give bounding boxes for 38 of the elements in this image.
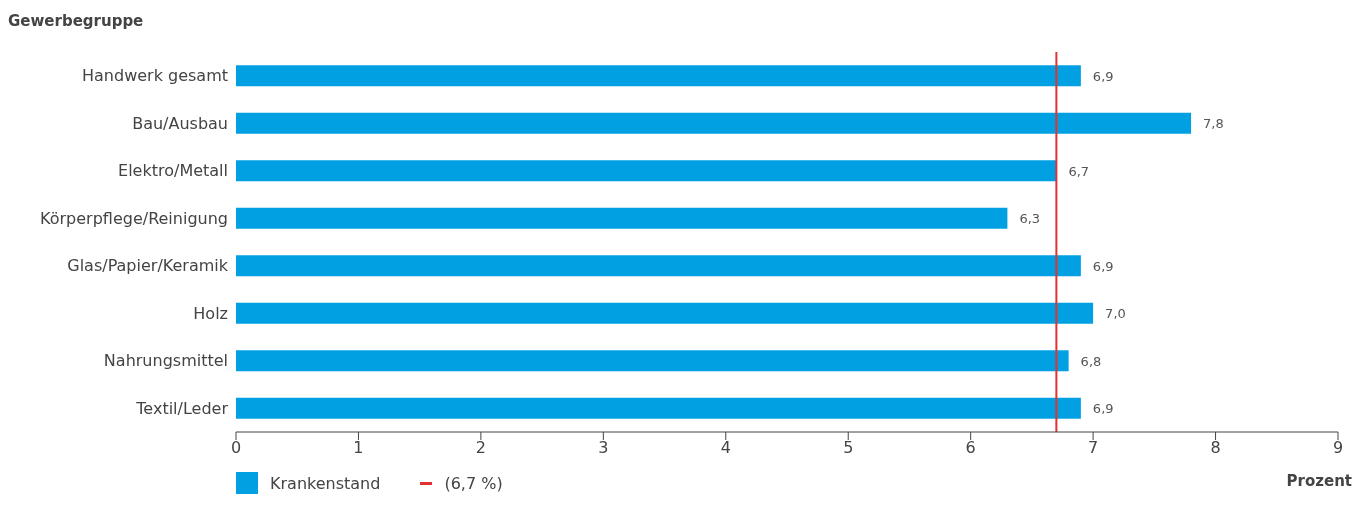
x-axis-title: Prozent [1286, 472, 1352, 490]
data-label: 6,9 [1092, 68, 1114, 84]
y-tick-label: Glas/Papier/Keramik [67, 256, 229, 276]
legend-label: (6,7 %) [443, 472, 503, 494]
data-label: 7,0 [1105, 306, 1126, 322]
y-tick-label: Körperpflege/Reinigung [40, 208, 228, 228]
y-tick-label: Bau/Ausbau [132, 113, 228, 133]
y-tick-label: Elektro/Metall [118, 161, 228, 181]
data-label: 6,7 [1068, 163, 1090, 179]
x-tick-label: 5 [843, 438, 854, 458]
y-tick-label: Textil/Leder [135, 398, 229, 418]
data-label: 6,8 [1080, 353, 1102, 369]
y-tick-label: Nahrungsmittel [103, 351, 228, 371]
x-tick-label: 9 [1332, 438, 1344, 458]
x-tick-label: 7 [1088, 438, 1099, 458]
bar [236, 65, 1081, 87]
bar [236, 350, 1069, 372]
legend-label: Krankenstand [269, 472, 381, 494]
data-label: 7,8 [1203, 116, 1224, 132]
bar [236, 160, 1057, 182]
bar [236, 207, 1008, 229]
data-label: 6,9 [1092, 258, 1114, 274]
x-tick-label: 3 [598, 438, 609, 458]
bar [236, 255, 1081, 277]
x-tick-label: 6 [965, 438, 976, 458]
bar [236, 397, 1081, 419]
bar [236, 302, 1094, 324]
y-axis-title: Gewerbegruppe [8, 11, 145, 32]
x-tick-label: 4 [720, 438, 731, 458]
data-label: 6,3 [1019, 211, 1041, 227]
bar [236, 112, 1192, 134]
y-tick-label: Handwerk gesamt [82, 66, 228, 86]
x-tick-label: 8 [1210, 438, 1221, 458]
data-label: 6,9 [1092, 401, 1114, 417]
y-tick-label: Holz [193, 303, 228, 323]
x-tick-label: 2 [475, 438, 486, 458]
x-tick-label: 1 [353, 438, 364, 458]
x-tick-label: 0 [230, 438, 242, 458]
